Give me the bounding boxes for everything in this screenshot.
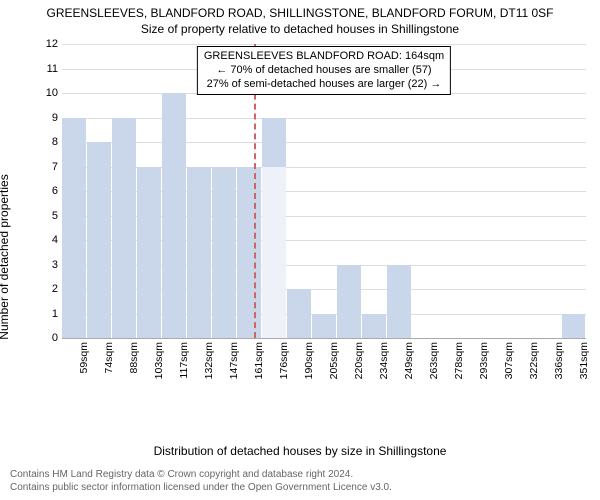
x-tick-label: 117sqm xyxy=(178,342,190,392)
histogram-bar xyxy=(237,167,261,339)
y-tick-label: 5 xyxy=(38,210,58,222)
gridline xyxy=(62,338,586,339)
histogram-bar xyxy=(112,118,136,339)
x-tick-label: 234sqm xyxy=(378,342,390,392)
x-tick-label: 351sqm xyxy=(578,342,590,392)
attribution-line2: Contains public sector information licen… xyxy=(10,481,590,494)
histogram-bar xyxy=(62,118,86,339)
annotation-line: ← 70% of detached houses are smaller (57… xyxy=(204,64,444,78)
x-tick-label: 103sqm xyxy=(153,342,165,392)
y-tick-label: 4 xyxy=(38,234,58,246)
x-tick-label: 74sqm xyxy=(103,342,115,392)
histogram-bar xyxy=(187,167,211,339)
chart-area: 012345678910111259sqm74sqm88sqm103sqm117… xyxy=(36,44,590,388)
attribution-text: Contains HM Land Registry data © Crown c… xyxy=(10,468,590,494)
gridline xyxy=(62,118,586,119)
y-tick-label: 0 xyxy=(38,332,58,344)
histogram-bar xyxy=(287,289,311,338)
x-tick-label: 322sqm xyxy=(528,342,540,392)
x-tick-label: 249sqm xyxy=(403,342,415,392)
x-axis-label: Distribution of detached houses by size … xyxy=(0,444,600,458)
y-tick-label: 7 xyxy=(38,161,58,173)
plot-area: 012345678910111259sqm74sqm88sqm103sqm117… xyxy=(62,44,586,338)
histogram-bar xyxy=(87,142,111,338)
gridline xyxy=(62,142,586,143)
y-tick-label: 11 xyxy=(38,63,58,75)
x-tick-label: 176sqm xyxy=(278,342,290,392)
x-tick-label: 220sqm xyxy=(353,342,365,392)
subtitle: Size of property relative to detached ho… xyxy=(0,22,600,36)
x-tick-label: 59sqm xyxy=(78,342,90,392)
histogram-bar xyxy=(562,314,586,339)
x-tick-label: 132sqm xyxy=(203,342,215,392)
y-tick-label: 2 xyxy=(38,283,58,295)
histogram-bar xyxy=(162,93,186,338)
x-tick-label: 293sqm xyxy=(478,342,490,392)
y-axis-label: Number of detached properties xyxy=(0,174,11,339)
histogram-bar xyxy=(337,265,361,339)
y-tick-label: 6 xyxy=(38,185,58,197)
y-tick-label: 10 xyxy=(38,87,58,99)
histogram-bar xyxy=(387,265,411,339)
address-title: GREENSLEEVES, BLANDFORD ROAD, SHILLINGST… xyxy=(0,6,600,20)
x-tick-label: 190sqm xyxy=(303,342,315,392)
x-tick-label: 307sqm xyxy=(503,342,515,392)
x-tick-label: 336sqm xyxy=(553,342,565,392)
x-tick-label: 161sqm xyxy=(253,342,265,392)
attribution-line1: Contains HM Land Registry data © Crown c… xyxy=(10,468,590,481)
histogram-bar xyxy=(137,167,161,339)
chart-titles: GREENSLEEVES, BLANDFORD ROAD, SHILLINGST… xyxy=(0,0,600,36)
histogram-bar-secondary xyxy=(262,167,286,339)
x-tick-label: 205sqm xyxy=(328,342,340,392)
x-tick-label: 263sqm xyxy=(428,342,440,392)
y-tick-label: 12 xyxy=(38,38,58,50)
x-tick-label: 88sqm xyxy=(128,342,140,392)
y-tick-label: 9 xyxy=(38,112,58,124)
annotation-line: 27% of semi-detached houses are larger (… xyxy=(204,78,444,92)
y-tick-label: 1 xyxy=(38,308,58,320)
x-tick-label: 147sqm xyxy=(228,342,240,392)
y-tick-label: 3 xyxy=(38,259,58,271)
gridline xyxy=(62,44,586,45)
annotation-line: GREENSLEEVES BLANDFORD ROAD: 164sqm xyxy=(204,50,444,64)
histogram-bar xyxy=(212,167,236,339)
histogram-bar xyxy=(312,314,336,339)
annotation-box: GREENSLEEVES BLANDFORD ROAD: 164sqm← 70%… xyxy=(197,46,451,95)
y-tick-label: 8 xyxy=(38,136,58,148)
histogram-bar xyxy=(362,314,386,339)
x-tick-label: 278sqm xyxy=(453,342,465,392)
